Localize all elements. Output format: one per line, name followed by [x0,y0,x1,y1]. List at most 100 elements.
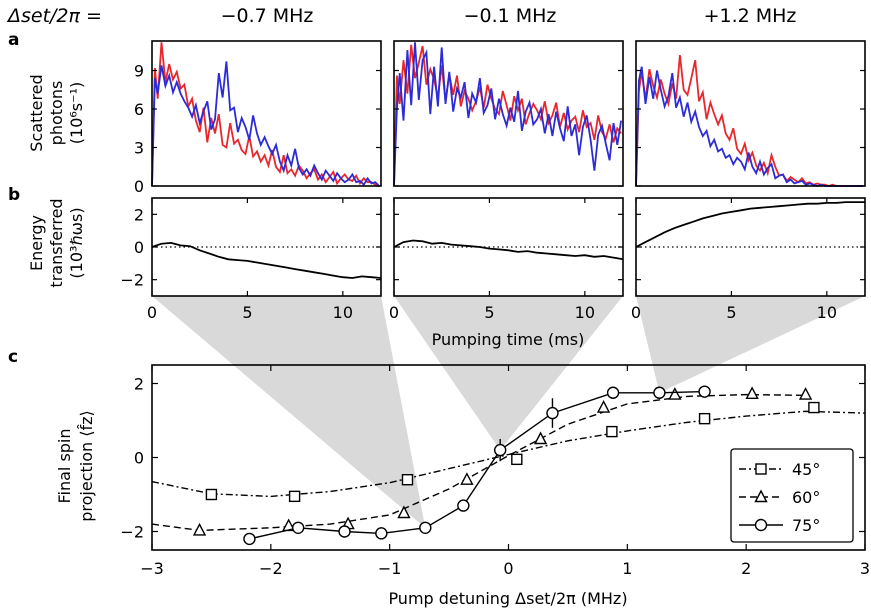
panel-a-subplot-1: 0 3 6 9 [134,40,382,196]
triangle-marker [668,387,682,400]
panel-c-plot: −3 −2 −1 0 1 2 3 −2 0 2 [120,364,870,578]
panel-c-ylabel-line1: Final spin [55,428,74,503]
panel-b-subplot-2: 0 5 10 [389,197,624,322]
triangle-marker [745,386,759,400]
energy-line [393,239,624,261]
delta-set-label: Δset/2π = [6,5,102,27]
triangle-marker [192,522,207,536]
panel-a-ylabel-line3: (10⁶s⁻¹) [67,82,86,144]
red-series-line [393,44,622,187]
panel-b-ylabel-line2: transferred [47,198,66,287]
square-marker [606,425,618,438]
circle-marker [606,386,620,399]
series-triangle [151,386,813,536]
panel-c-ylabel: Final spin projection ⟨f̂z⟩ [55,410,96,522]
panel-a-background [636,41,865,186]
circle-marker [419,521,432,534]
circle-marker [243,532,256,546]
square-marker [511,453,523,466]
panel-a-ylabel-line2: photons [47,81,66,146]
panel-c-ytick-label: −2 [120,523,144,542]
triangle-marker [596,400,611,413]
panel-b-subplot-3: 0 5 10 [631,197,866,322]
panel-c-xtick-label: 1 [622,559,632,578]
panel-b-ylabel: Energy transferred (10³ℏωs) [27,198,86,287]
panel-letter-c: c [8,347,18,367]
panel-a-ylabel: Scattered photons (10⁶s⁻¹) [27,74,86,151]
panel-b-ytick-label: 0 [134,238,144,257]
panel-b-background [394,198,623,296]
blue-series-line [393,42,622,187]
panel-b-xtick-label: 10 [333,303,353,322]
panel-b-background [636,198,865,296]
panel-c-xtick-label: 2 [741,559,751,578]
panel-b-xtick-label: 5 [484,303,494,322]
panel-b-ylabel-line3: (10³ℏωs) [67,207,86,278]
series-square [151,401,866,503]
blue-series-line [151,61,380,187]
panel-letter-a: a [8,30,19,50]
panel-a-ytick-label: 9 [134,62,144,81]
triangle-marker [397,505,411,519]
square-marker [288,490,301,503]
panel-b-xtick-label: 10 [575,303,595,322]
legend-label-triangle: 60° [792,488,820,507]
zoom-wedge-1 [152,296,426,528]
panel-b-xtick-label: 0 [147,303,157,322]
circle-marker [698,385,711,398]
circle-marker [375,527,388,540]
panel-b-xtick-label: 0 [631,303,641,322]
series-circle [243,385,711,546]
column-title-1: −0.7 MHz [221,5,314,27]
panel-a-subplot-2 [393,40,624,187]
panel-c-xtick-label: 0 [503,559,513,578]
panel-c-xlabel: Pump detuning Δset/2π (MHz) [388,589,627,608]
panel-c-ytick-label: 0 [134,449,144,468]
circle-marker [457,499,470,512]
square-marker [401,474,414,486]
panel-b-ylabel-line1: Energy [27,215,46,271]
energy-line [151,241,382,279]
panel-a-ytick-label: 3 [134,139,144,158]
panel-b-xtick-label: 5 [242,303,252,322]
legend-triangle-marker [754,489,768,503]
panel-a-subplot-3 [635,40,866,187]
panel-b-ytick-label: −2 [120,271,144,290]
series-square-line [151,410,866,498]
triangle-marker [460,472,474,485]
panel-c-xtick-label: 3 [860,559,870,578]
legend-label-square: 45° [792,460,820,479]
triangle-marker [533,431,548,445]
circle-marker [493,443,507,457]
circle-marker [653,386,666,399]
zoom-wedge-3 [636,296,865,393]
column-title-2: −0.1 MHz [464,5,557,27]
panel-a-frame [393,40,624,187]
panel-c-ytick-label: 2 [134,375,144,394]
panel-c-xtick-label: −3 [140,559,164,578]
panel-b-ytick-label: 2 [134,205,144,224]
panel-c-xtick-label: −2 [259,559,283,578]
legend-label-circle: 75° [792,516,820,535]
panel-a-ytick-label: 0 [134,177,144,196]
square-marker [808,401,820,414]
red-series-line [635,55,864,187]
panel-a-ylabel-line1: Scattered [27,74,46,151]
circle-marker [338,525,351,538]
circle-marker [291,521,305,534]
panel-b-xtick-label: 10 [817,303,837,322]
panel-b-xtick-label: 5 [726,303,736,322]
panel-c-xtick-label: −1 [378,559,402,578]
zoom-wedge-2 [394,296,623,451]
zoom-shading [152,296,865,528]
column-title-3: +1.2 MHz [704,5,797,27]
triangle-marker [798,387,813,400]
panel-a-background [152,41,381,186]
panel-a-frame [151,40,382,187]
panel-b-xlabel: Pumping time (ms) [432,330,585,349]
square-marker [698,412,711,425]
panel-c-legend: 45° 60° 75° [730,448,854,543]
panel-b-xtick-label: 0 [389,303,399,322]
